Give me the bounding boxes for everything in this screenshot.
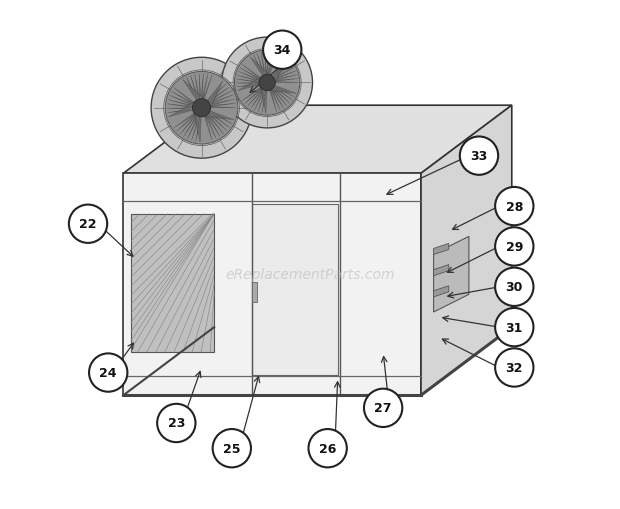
Polygon shape <box>433 237 469 313</box>
Text: 34: 34 <box>273 44 291 57</box>
Text: 25: 25 <box>223 442 241 455</box>
Circle shape <box>69 205 107 243</box>
Circle shape <box>495 268 533 306</box>
Polygon shape <box>131 214 214 353</box>
Circle shape <box>495 308 533 347</box>
Circle shape <box>234 51 300 116</box>
Text: 24: 24 <box>99 366 117 379</box>
Polygon shape <box>433 286 449 297</box>
Polygon shape <box>236 65 260 92</box>
Polygon shape <box>272 59 298 83</box>
Circle shape <box>151 58 252 159</box>
Text: 33: 33 <box>471 150 487 163</box>
Polygon shape <box>207 81 236 108</box>
Polygon shape <box>182 74 212 101</box>
Text: 29: 29 <box>506 240 523 253</box>
Text: 31: 31 <box>506 321 523 334</box>
Polygon shape <box>252 204 338 375</box>
Polygon shape <box>270 86 296 112</box>
Circle shape <box>213 429 251 467</box>
Circle shape <box>495 349 533 387</box>
Text: 28: 28 <box>506 200 523 213</box>
Circle shape <box>460 137 498 176</box>
Text: 23: 23 <box>167 417 185 430</box>
Polygon shape <box>167 89 194 118</box>
Polygon shape <box>250 52 277 76</box>
Text: 22: 22 <box>79 218 97 231</box>
Text: 32: 32 <box>506 361 523 374</box>
Circle shape <box>222 38 312 129</box>
Circle shape <box>495 187 533 226</box>
Text: 26: 26 <box>319 442 336 455</box>
Circle shape <box>309 429 347 467</box>
Text: 27: 27 <box>374 402 392 414</box>
Polygon shape <box>123 106 511 174</box>
Circle shape <box>259 75 275 92</box>
Circle shape <box>364 389 402 427</box>
Polygon shape <box>174 114 201 143</box>
Polygon shape <box>433 244 449 255</box>
Text: 30: 30 <box>506 281 523 294</box>
Circle shape <box>165 72 238 145</box>
Circle shape <box>263 32 301 70</box>
Circle shape <box>89 354 127 392</box>
Polygon shape <box>252 282 257 302</box>
Polygon shape <box>123 174 421 395</box>
Polygon shape <box>433 265 449 276</box>
Text: eReplacementParts.com: eReplacementParts.com <box>225 268 395 281</box>
Polygon shape <box>242 88 267 114</box>
Polygon shape <box>205 111 234 141</box>
Circle shape <box>495 228 533 266</box>
Circle shape <box>192 99 211 118</box>
Polygon shape <box>421 106 511 395</box>
Circle shape <box>157 404 195 442</box>
